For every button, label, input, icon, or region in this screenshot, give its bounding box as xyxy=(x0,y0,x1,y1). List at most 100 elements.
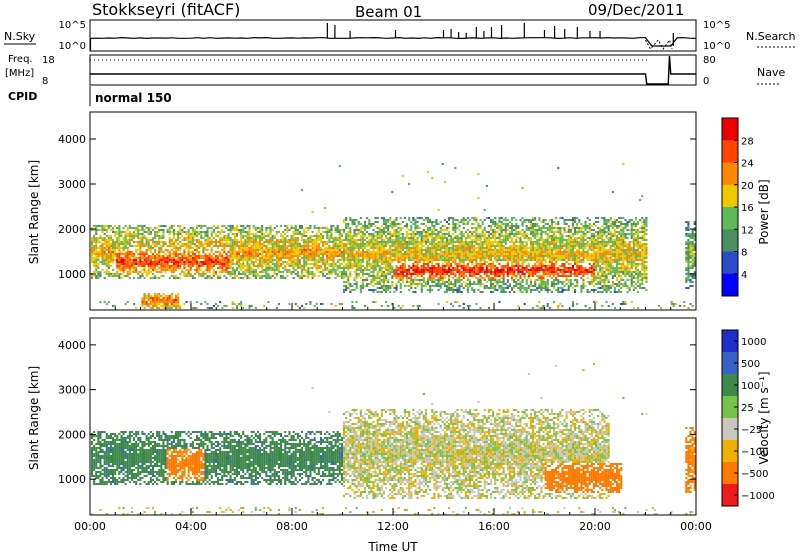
power-echo-cell xyxy=(385,261,387,263)
power-echo-cell xyxy=(442,273,444,275)
power-echo-cell xyxy=(295,255,297,257)
power-echo-cell xyxy=(270,253,272,255)
power-echo-cell xyxy=(183,261,185,263)
power-echo-cell xyxy=(456,277,458,279)
power-echo-cell xyxy=(272,229,274,231)
power-echo-cell xyxy=(234,271,236,273)
power-echo-cell xyxy=(303,239,305,241)
power-echo-cell xyxy=(244,235,246,237)
power-echo-cell xyxy=(440,269,442,271)
power-echo-cell xyxy=(375,275,377,277)
power-echo-cell xyxy=(347,269,349,271)
power-echo-cell xyxy=(471,267,473,269)
power-echo-cell xyxy=(242,229,244,231)
power-echo-cell xyxy=(186,237,188,239)
power-echo-cell xyxy=(349,239,351,241)
power-echo-cell xyxy=(339,241,341,243)
power-echo-cell xyxy=(91,261,93,263)
power-echo-cell xyxy=(494,273,496,275)
power-echo-cell xyxy=(219,271,221,273)
power-echo-cell xyxy=(301,275,303,277)
power-echo-cell xyxy=(240,247,242,249)
power-echo-cell xyxy=(427,251,429,253)
power-echo-cell xyxy=(343,261,345,263)
power-echo-cell xyxy=(293,231,295,233)
power-echo-cell xyxy=(114,225,116,227)
power-echo-cell xyxy=(370,265,372,267)
power-echo-cell xyxy=(477,197,479,199)
power-echo-cell xyxy=(438,259,440,261)
power-echo-cell xyxy=(333,253,335,255)
power-echo-cell xyxy=(406,257,408,259)
power-echo-cell xyxy=(362,259,364,261)
power-echo-cell xyxy=(316,245,318,247)
power-echo-cell xyxy=(251,305,253,307)
power-echo-cell xyxy=(181,231,183,233)
power-echo-cell xyxy=(490,219,492,221)
power-echo-cell xyxy=(242,255,244,257)
power-echo-cell xyxy=(219,239,221,241)
power-echo-cell xyxy=(519,275,521,277)
power-echo-cell xyxy=(456,257,458,259)
power-echo-cell xyxy=(261,249,263,251)
power-echo-cell xyxy=(169,231,171,233)
power-echo-cell xyxy=(473,255,475,257)
power-echo-cell xyxy=(198,273,200,275)
power-echo-cell xyxy=(524,249,526,251)
power-echo-cell xyxy=(343,231,345,233)
power-echo-cell xyxy=(299,275,301,277)
power-echo-cell xyxy=(454,285,456,287)
power-echo-cell xyxy=(267,263,269,265)
power-echo-cell xyxy=(513,261,515,263)
power-echo-cell xyxy=(160,235,162,237)
power-echo-cell xyxy=(456,265,458,267)
power-echo-cell xyxy=(278,265,280,267)
power-echo-cell xyxy=(507,225,509,227)
power-echo-cell xyxy=(286,227,288,229)
power-echo-cell xyxy=(410,253,412,255)
power-echo-cell xyxy=(494,251,496,253)
power-echo-cell xyxy=(207,255,209,257)
power-echo-cell xyxy=(337,275,339,277)
power-echo-cell xyxy=(427,253,429,255)
power-echo-cell xyxy=(404,247,406,249)
power-echo-cell xyxy=(137,229,139,231)
power-echo-cell xyxy=(488,255,490,257)
power-echo-cell xyxy=(377,287,379,289)
power-echo-cell xyxy=(110,249,112,251)
power-echo-cell xyxy=(528,269,530,271)
power-echo-cell xyxy=(293,227,295,229)
power-echo-cell xyxy=(381,259,383,261)
power-echo-cell xyxy=(354,223,356,225)
power-echo-cell xyxy=(286,269,288,271)
power-echo-cell xyxy=(505,241,507,243)
power-echo-cell xyxy=(274,247,276,249)
power-echo-cell xyxy=(377,237,379,239)
power-echo-cell xyxy=(116,265,118,267)
power-echo-cell xyxy=(108,243,110,245)
power-echo-cell xyxy=(427,227,429,229)
power-echo-cell xyxy=(253,263,255,265)
power-echo-cell xyxy=(251,257,253,259)
power-echo-cell xyxy=(146,261,148,263)
power-echo-cell xyxy=(259,277,261,279)
power-echo-cell xyxy=(133,267,135,269)
power-echo-cell xyxy=(215,257,217,259)
power-echo-cell xyxy=(299,251,301,253)
power-echo-cell xyxy=(270,247,272,249)
power-echo-cell xyxy=(188,231,190,233)
power-echo-cell xyxy=(480,283,482,285)
power-echo-cell xyxy=(133,263,135,265)
power-echo-cell xyxy=(253,249,255,251)
power-echo-cell xyxy=(372,269,374,271)
power-echo-cell xyxy=(181,243,183,245)
power-echo-cell xyxy=(225,239,227,241)
power-echo-cell xyxy=(450,269,452,271)
power-echo-cell xyxy=(232,241,234,243)
power-echo-cell xyxy=(202,265,204,267)
power-echo-cell xyxy=(221,259,223,261)
power-echo-cell xyxy=(347,253,349,255)
power-echo-cell xyxy=(450,283,452,285)
power-echo-cell xyxy=(219,245,221,247)
power-echo-cell xyxy=(274,273,276,275)
